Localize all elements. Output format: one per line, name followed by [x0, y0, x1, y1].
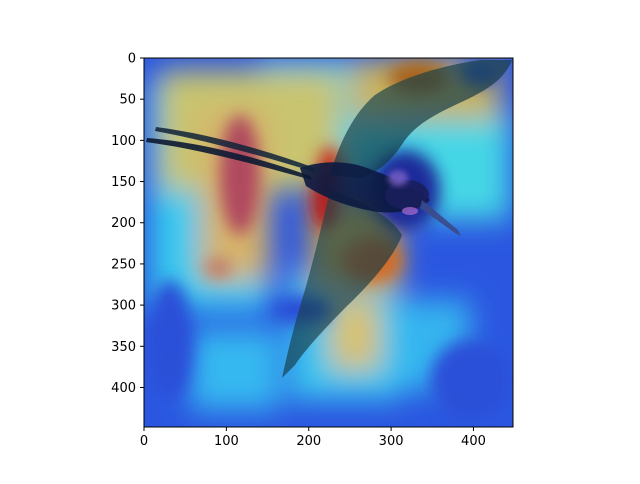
x-tick-label: 0 — [140, 434, 148, 449]
plot-area — [144, 58, 513, 427]
plot-frame — [143, 57, 514, 428]
y-tick-label: 150 — [111, 175, 136, 190]
y-axis: 0 50 100 150 200 250 300 350 400 — [111, 52, 144, 396]
x-tick-label: 300 — [379, 434, 404, 449]
y-tick-label: 50 — [119, 93, 136, 108]
y-tick-label: 250 — [111, 257, 136, 272]
x-axis: 0 100 200 300 400 — [140, 427, 486, 449]
y-tick-label: 400 — [111, 381, 136, 396]
y-tick-label: 100 — [111, 134, 136, 149]
y-tick-label: 0 — [128, 52, 136, 67]
x-tick-label: 200 — [296, 434, 321, 449]
y-tick-label: 200 — [111, 216, 136, 231]
y-tick-label: 300 — [111, 299, 136, 314]
y-tick-label: 350 — [111, 340, 136, 355]
x-tick-label: 100 — [214, 434, 239, 449]
bird-image — [146, 60, 512, 378]
x-tick-label: 400 — [461, 434, 486, 449]
